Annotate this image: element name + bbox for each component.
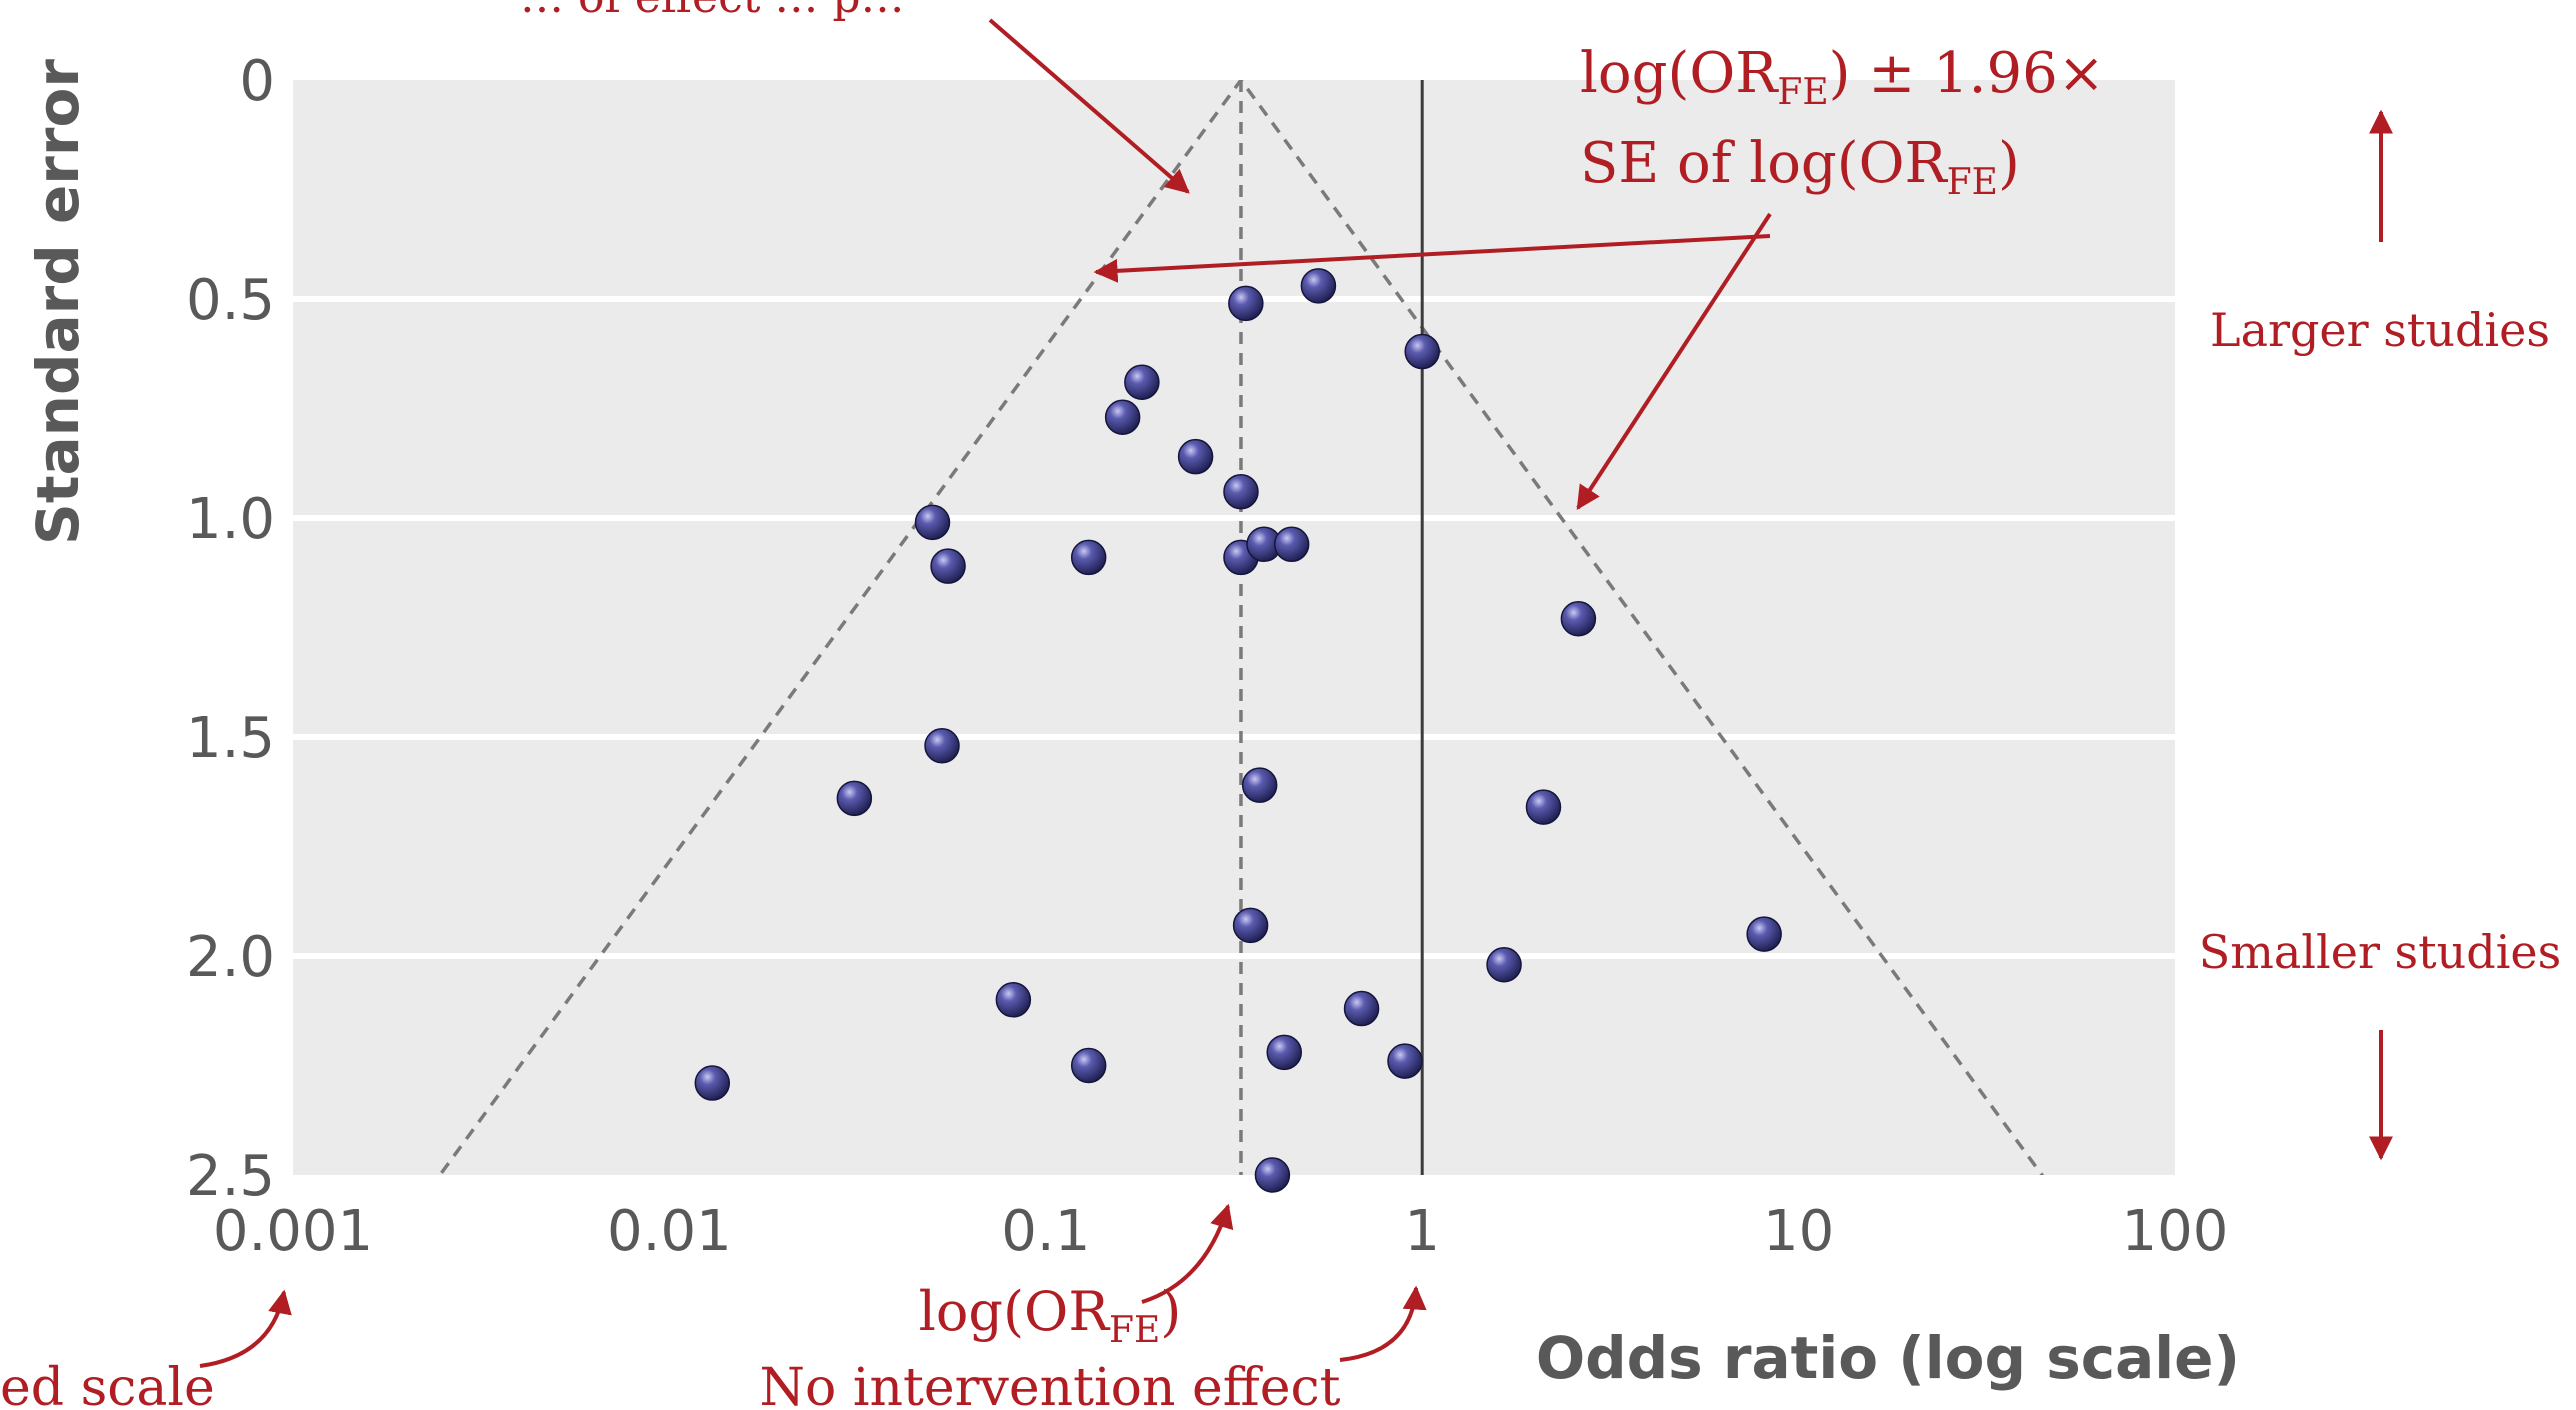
pooled-line-arrow xyxy=(988,18,1190,194)
ci-right-arrow xyxy=(1576,212,1772,511)
study-point xyxy=(1387,1043,1423,1079)
study-point xyxy=(1266,1034,1302,1071)
confidence-funnel xyxy=(437,80,2045,1175)
study-point xyxy=(1223,473,1259,510)
plot-area xyxy=(293,80,2175,1175)
study-point xyxy=(1254,1157,1291,1193)
study-point xyxy=(924,728,960,764)
study-point xyxy=(1404,333,1440,370)
y-axis-title: Standard error xyxy=(24,59,92,545)
study-point xyxy=(1124,364,1160,400)
study-point xyxy=(1228,285,1264,322)
study-point xyxy=(1273,526,1310,563)
study-point xyxy=(1177,438,1214,475)
study-point xyxy=(1486,947,1522,983)
study-point xyxy=(836,780,873,817)
axes: 0.001 0.01 0.1 1 10 100 0 0.5 1.0 1.5 2.0 2.5 Odds r… xyxy=(24,49,2240,1392)
study-point xyxy=(930,548,966,584)
study-point xyxy=(1300,268,1337,304)
log-scale-arrow xyxy=(199,1289,292,1368)
pooled-label-arrow xyxy=(1141,1203,1234,1304)
study-point xyxy=(1070,1047,1107,1084)
no-intervention-effect-label: No intervention effect xyxy=(760,1358,1341,1410)
study-point xyxy=(1560,600,1597,637)
no-effect-arrow xyxy=(1339,1285,1427,1362)
pooled-estimate-label: log(ORFE) xyxy=(919,1280,1182,1351)
y-tick-label: 1.5 xyxy=(186,706,275,771)
study-point xyxy=(1241,767,1278,803)
study-point xyxy=(995,982,1032,1018)
study-point xyxy=(1746,916,1782,952)
y-tick-label: 0.5 xyxy=(186,268,275,333)
x-tick-label: 10 xyxy=(1763,1199,1834,1264)
x-tick-label: 0.1 xyxy=(1001,1199,1090,1264)
smaller-studies-label: Smaller studies xyxy=(2199,925,2562,979)
study-point xyxy=(914,504,951,541)
x-tick-label: 0.01 xyxy=(607,1199,732,1264)
reference-lines xyxy=(437,80,2045,1175)
top-cut-annotation: … of effect … p… xyxy=(520,0,905,23)
x-tick-label: 1 xyxy=(1404,1199,1440,1264)
log-scale-note: ed scale xyxy=(0,1358,215,1410)
study-point xyxy=(1232,907,1269,944)
ci-formula-line1: log(ORFE) ± 1.96× xyxy=(1580,41,2105,113)
x-tick-label: 0.001 xyxy=(213,1199,373,1264)
study-points xyxy=(694,268,1782,1193)
y-tick-label: 0 xyxy=(239,49,275,114)
x-axis-title: Odds ratio (log scale) xyxy=(1536,1324,2240,1392)
larger-studies-label: Larger studies xyxy=(2210,303,2550,357)
study-point xyxy=(1070,539,1107,576)
y-tick-label: 2.0 xyxy=(186,925,275,990)
study-point xyxy=(1525,789,1562,825)
y-tick-label: 1.0 xyxy=(186,487,275,552)
ci-formula-line2: SE of log(ORFE) xyxy=(1580,131,2020,203)
study-point xyxy=(694,1065,731,1101)
study-point xyxy=(1343,990,1380,1027)
y-tick-label: 2.5 xyxy=(186,1144,275,1209)
study-point xyxy=(1104,399,1141,436)
x-tick-label: 100 xyxy=(2122,1199,2229,1264)
ci-left-arrow xyxy=(1093,234,1771,283)
